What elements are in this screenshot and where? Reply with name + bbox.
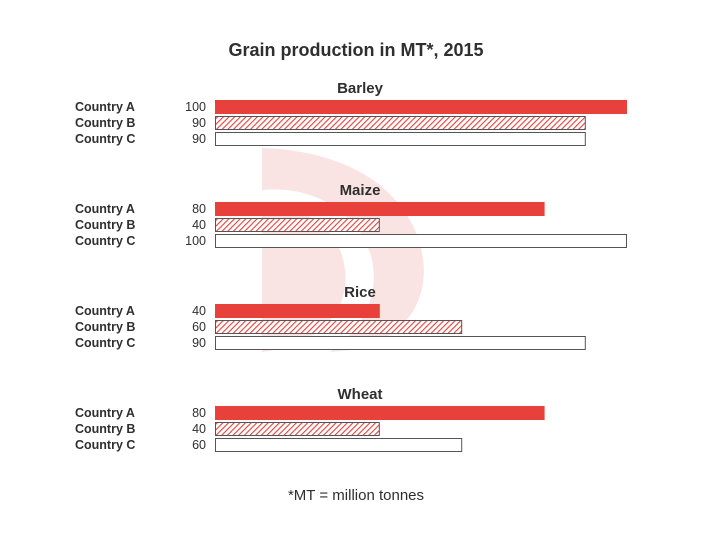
bar-country-c	[215, 234, 627, 248]
value-label: 80	[192, 406, 206, 420]
group-title: Barley	[337, 80, 384, 97]
category-label: Country B	[75, 422, 135, 436]
category-label: Country A	[75, 100, 135, 114]
group-title: Wheat	[338, 386, 383, 403]
category-label: Country A	[75, 202, 135, 216]
bar-country-c	[215, 336, 586, 350]
bar-country-c	[215, 132, 586, 146]
value-label: 40	[192, 422, 206, 436]
value-label: 90	[192, 336, 206, 350]
value-label: 100	[185, 100, 206, 114]
category-label: Country C	[75, 336, 135, 350]
category-label: Country B	[75, 218, 135, 232]
value-label: 100	[185, 234, 206, 248]
value-label: 90	[192, 132, 206, 146]
bar-country-b	[215, 218, 380, 232]
bar-group-wheat: Wheat Country A 80 Country B 40 Country C 60	[75, 386, 545, 452]
bar-country-b	[215, 422, 380, 436]
category-label: Country C	[75, 132, 135, 146]
category-label: Country A	[75, 406, 135, 420]
category-label: Country C	[75, 438, 135, 452]
group-title: Rice	[344, 284, 376, 301]
category-label: Country C	[75, 234, 135, 248]
category-label: Country B	[75, 116, 135, 130]
bar-country-c	[215, 438, 463, 452]
bar-group-rice: Rice Country A 40 Country B 60 Country C 90	[75, 284, 586, 350]
group-title: Maize	[340, 182, 381, 199]
value-label: 40	[192, 304, 206, 318]
bar-country-a	[215, 304, 380, 318]
value-label: 40	[192, 218, 206, 232]
chart-title: Grain production in MT*, 2015	[228, 40, 483, 60]
value-label: 90	[192, 116, 206, 130]
category-label: Country B	[75, 320, 135, 334]
bar-group-maize: Maize Country A 80 Country B 40 Country C 100	[75, 182, 627, 248]
value-label: 60	[192, 438, 206, 452]
bar-country-b	[215, 320, 463, 334]
value-label: 80	[192, 202, 206, 216]
bar-country-a	[215, 100, 627, 114]
bar-country-a	[215, 406, 545, 420]
chart-groups: Barley Country A 100 Country B 90 Country C 90…	[75, 80, 627, 452]
bar-country-a	[215, 202, 545, 216]
value-label: 60	[192, 320, 206, 334]
chart-footnote: *MT = million tonnes	[288, 487, 424, 504]
category-label: Country A	[75, 304, 135, 318]
bar-group-barley: Barley Country A 100 Country B 90 Country C 90	[75, 80, 627, 146]
bar-country-b	[215, 116, 586, 130]
